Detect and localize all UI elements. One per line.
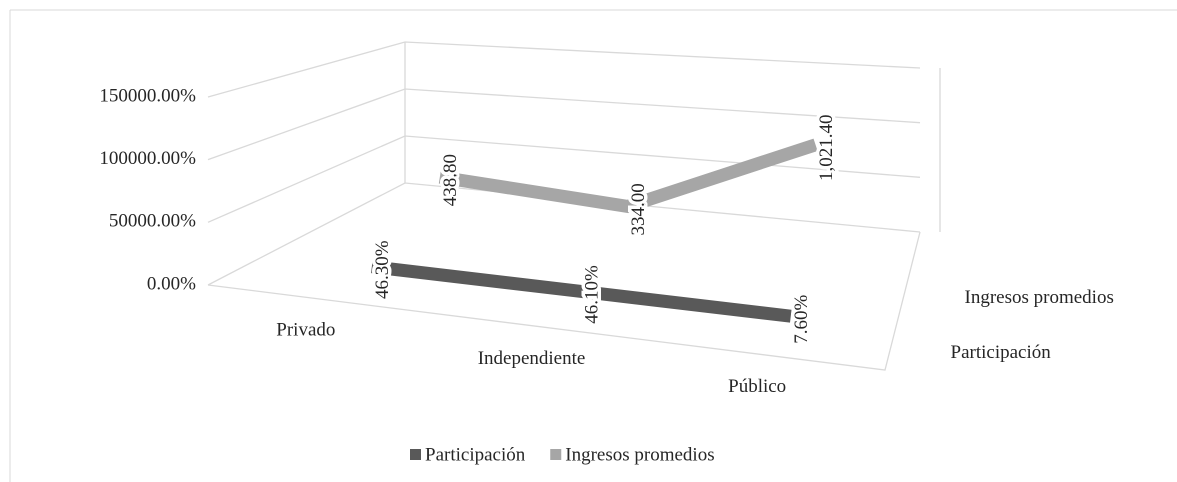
data-label: 46.10% xyxy=(582,265,603,324)
y-tick-label: 100000.00% xyxy=(99,148,196,169)
grid-line xyxy=(207,41,921,98)
data-label: 1,021.40 xyxy=(816,115,837,182)
x-tick-label: Público xyxy=(728,376,786,397)
series-ribbon xyxy=(438,138,818,214)
series-depth-label: Participación xyxy=(951,342,1052,363)
legend-label: Ingresos promedios xyxy=(565,444,714,465)
data-label: 46.30% xyxy=(372,240,393,299)
y-tick-label: 150000.00% xyxy=(99,85,196,106)
legend-swatch xyxy=(550,449,562,460)
y-tick-label: 0.00% xyxy=(147,273,196,294)
data-label: 7.60% xyxy=(791,295,812,344)
x-tick-label: Independiente xyxy=(478,348,586,369)
x-tick-label: Privado xyxy=(276,320,335,341)
data-label: 334.00 xyxy=(628,183,649,235)
data-label: 438.80 xyxy=(440,154,461,206)
series-depth-label: Ingresos promedios xyxy=(965,287,1114,308)
legend-label: Participación xyxy=(425,444,526,465)
legend: Participación Ingresos promedios xyxy=(410,444,715,465)
series-ribbon xyxy=(371,260,792,323)
y-tick-label: 50000.00% xyxy=(109,211,196,232)
legend-swatch xyxy=(410,449,421,460)
floor-edge xyxy=(207,231,921,371)
